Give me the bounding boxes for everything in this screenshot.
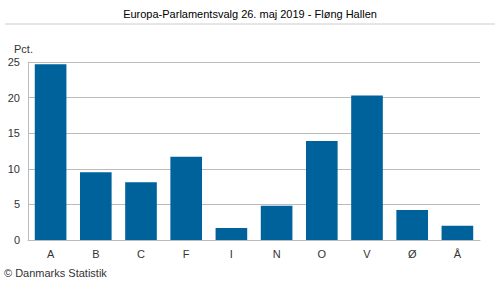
svg-text:25: 25	[8, 56, 20, 68]
svg-text:0: 0	[14, 234, 20, 246]
svg-text:N: N	[273, 248, 281, 260]
svg-text:V: V	[363, 248, 371, 260]
svg-text:Pct.: Pct.	[14, 43, 33, 55]
svg-text:10: 10	[8, 163, 20, 175]
svg-text:© Danmarks Statistik: © Danmarks Statistik	[4, 267, 107, 279]
svg-text:F: F	[183, 248, 190, 260]
svg-text:Å: Å	[454, 248, 462, 260]
svg-text:A: A	[47, 248, 55, 260]
svg-text:Ø: Ø	[408, 248, 417, 260]
svg-text:20: 20	[8, 92, 20, 104]
svg-text:Europa-Parlamentsvalg 26. maj: Europa-Parlamentsvalg 26. maj 2019 - Flø…	[123, 8, 377, 20]
svg-text:B: B	[92, 248, 99, 260]
svg-text:C: C	[137, 248, 145, 260]
svg-text:5: 5	[14, 198, 20, 210]
svg-text:I: I	[230, 248, 233, 260]
svg-text:O: O	[318, 248, 327, 260]
svg-text:15: 15	[8, 127, 20, 139]
